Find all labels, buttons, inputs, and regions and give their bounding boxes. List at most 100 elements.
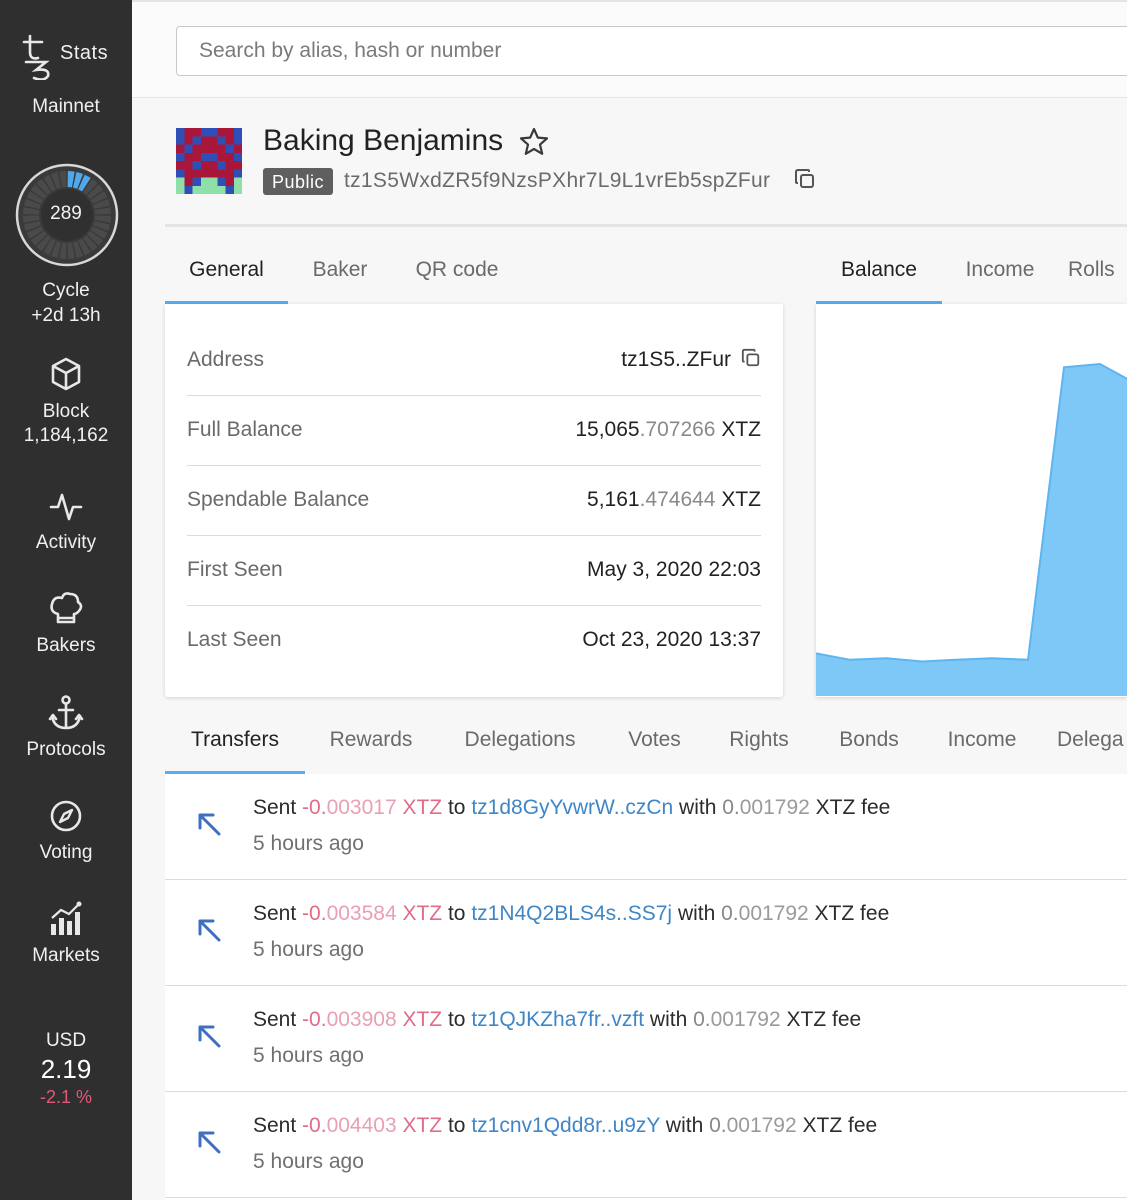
info-value: 15,065.707266 XTZ — [575, 418, 761, 442]
avatar-pixel — [184, 152, 193, 161]
account-name: Baking Benjamins — [263, 124, 504, 157]
avatar-pixel — [200, 161, 209, 170]
list-item[interactable]: Sent -0.003017 XTZ to tz1d8GyYvwrW..czCn… — [165, 774, 1127, 880]
cycle-segment — [24, 221, 41, 232]
search-input[interactable] — [176, 26, 1127, 76]
cycle-segment — [36, 235, 51, 252]
nav-voting[interactable]: Voting — [0, 797, 132, 865]
info-value[interactable]: May 3, 2020 22:03 — [587, 558, 761, 581]
fee-integer: 0. — [709, 1114, 727, 1137]
copy-icon[interactable] — [794, 168, 816, 190]
avatar-pixel — [176, 177, 185, 186]
nav-markets[interactable]: Markets — [0, 900, 132, 968]
cycle-segment — [90, 191, 108, 204]
avatar-pixel — [200, 152, 209, 161]
cycle-segment — [67, 171, 75, 188]
amount-decimal: 004403 — [326, 1114, 397, 1137]
recipient-address-link[interactable]: tz1QJKZha7fr..vzft — [471, 1008, 645, 1031]
sent-arrow-icon — [198, 1131, 221, 1154]
recipient-address-link[interactable]: tz1d8GyYvwrW..czCn — [471, 796, 674, 819]
transfer-verb: Sent — [253, 796, 303, 819]
nav-block-label: Block — [42, 401, 90, 422]
avatar-pixel — [217, 185, 226, 194]
avatar-pixel — [176, 185, 185, 194]
avatar-pixel — [225, 161, 234, 170]
fee-integer: 0. — [721, 902, 739, 925]
tab-balance[interactable]: Balance — [816, 226, 942, 304]
recipient-address-link[interactable]: tz1N4Q2BLS4s..SS7j — [471, 902, 673, 925]
balance-line — [816, 362, 1127, 663]
avatar-pixel — [225, 185, 234, 194]
avatar-pixel — [217, 144, 226, 153]
fee-decimal: 001792 — [738, 902, 809, 925]
avatar-pixel — [192, 144, 201, 153]
chart-tabs: Balance Income Rolls — [816, 226, 1127, 304]
tab-rolls[interactable]: Rolls — [1068, 258, 1115, 281]
avatar-pixel — [209, 152, 218, 161]
recipient-address-link[interactable]: tz1cnv1Qdd8r..u9zY — [471, 1114, 661, 1137]
tab-transfers[interactable]: Transfers — [165, 696, 305, 774]
list-item[interactable]: Sent -0.003584 XTZ to tz1N4Q2BLS4s..SS7j… — [165, 880, 1127, 986]
nav-bakers-label: Bakers — [36, 635, 96, 656]
fee-unit: XTZ fee — [796, 1114, 878, 1137]
cube-icon — [51, 357, 81, 391]
amount-unit: XTZ — [396, 902, 443, 925]
transfer-time: 5 hours ago — [253, 1150, 364, 1173]
avatar-pixel — [209, 169, 218, 178]
amount-integer: -0. — [302, 902, 327, 925]
nav-activity-label: Activity — [35, 532, 97, 553]
tab-bonds[interactable]: Bonds — [839, 728, 899, 751]
info-value[interactable]: Oct 23, 2020 13:37 — [582, 628, 761, 651]
cycle-info[interactable]: Cycle +2d 13h — [0, 278, 132, 328]
tab-delegations[interactable]: Delegations — [464, 728, 576, 751]
cycle-segment — [43, 174, 56, 192]
balance-chart[interactable] — [816, 304, 1127, 697]
tab-income[interactable]: Income — [965, 258, 1035, 281]
avatar-pixel — [225, 177, 234, 186]
cycle-ring-center — [41, 189, 93, 241]
nav-activity[interactable]: Activity — [0, 489, 132, 555]
amount-unit: XTZ — [396, 1008, 443, 1031]
cycle-segment — [24, 198, 41, 209]
info-row-last-seen: Last Seen Oct 23, 2020 13:37 — [187, 606, 761, 676]
copy-icon[interactable] — [741, 348, 761, 368]
avatar-pixel — [209, 128, 218, 137]
nav-block[interactable]: Block 1,184,162 — [0, 356, 132, 448]
cycle-segment — [30, 231, 47, 246]
nav-bakers[interactable]: Bakers — [0, 590, 132, 658]
tab-rewards[interactable]: Rewards — [329, 728, 413, 751]
transfer-time: 5 hours ago — [253, 938, 364, 961]
avatar-pixel — [192, 128, 201, 137]
tab-rights[interactable]: Rights — [729, 728, 789, 751]
tab-delegators[interactable]: Delega — [1057, 728, 1124, 751]
amount-integer: -0. — [302, 796, 327, 819]
star-icon[interactable] — [518, 126, 550, 158]
transfer-verb: Sent — [253, 1008, 303, 1031]
tab-general[interactable]: General — [165, 226, 288, 304]
brand-logo[interactable]: Stats — [20, 28, 120, 86]
transfer-description: Sent -0.004403 XTZ to tz1cnv1Qdd8r..u9zY… — [253, 1114, 877, 1138]
transfer-to-text: to — [442, 1008, 472, 1031]
transfer-with-text: with — [673, 796, 723, 819]
fee-unit: XTZ fee — [809, 796, 891, 819]
nav-protocols[interactable]: Protocols — [0, 694, 132, 762]
cycle-segment — [87, 231, 104, 246]
value-decimal: .707266 — [639, 418, 716, 441]
price-ticker[interactable]: USD 2.19 -2.1 % — [0, 1030, 132, 1108]
info-row-address: Address tz1S5..ZFur — [187, 326, 761, 396]
tab-votes[interactable]: Votes — [628, 728, 681, 751]
tab-income[interactable]: Income — [947, 728, 1017, 751]
info-key: Full Balance — [187, 418, 303, 441]
tab-qr-code[interactable]: QR code — [415, 258, 499, 281]
transfer-time: 5 hours ago — [253, 832, 364, 855]
cycle-segment — [83, 235, 98, 252]
cycle-progress-ring[interactable] — [15, 163, 119, 267]
list-item[interactable]: Sent -0.004403 XTZ to tz1cnv1Qdd8r..u9zY… — [165, 1092, 1127, 1198]
avatar-pixel — [184, 136, 193, 145]
tab-baker[interactable]: Baker — [312, 258, 368, 281]
short-address[interactable]: tz1S5..ZFur — [621, 348, 731, 371]
avatar-pixel — [233, 128, 242, 137]
network-name[interactable]: Mainnet — [32, 96, 100, 117]
fee-integer: 0. — [693, 1008, 711, 1031]
list-item[interactable]: Sent -0.003908 XTZ to tz1QJKZha7fr..vzft… — [165, 986, 1127, 1092]
